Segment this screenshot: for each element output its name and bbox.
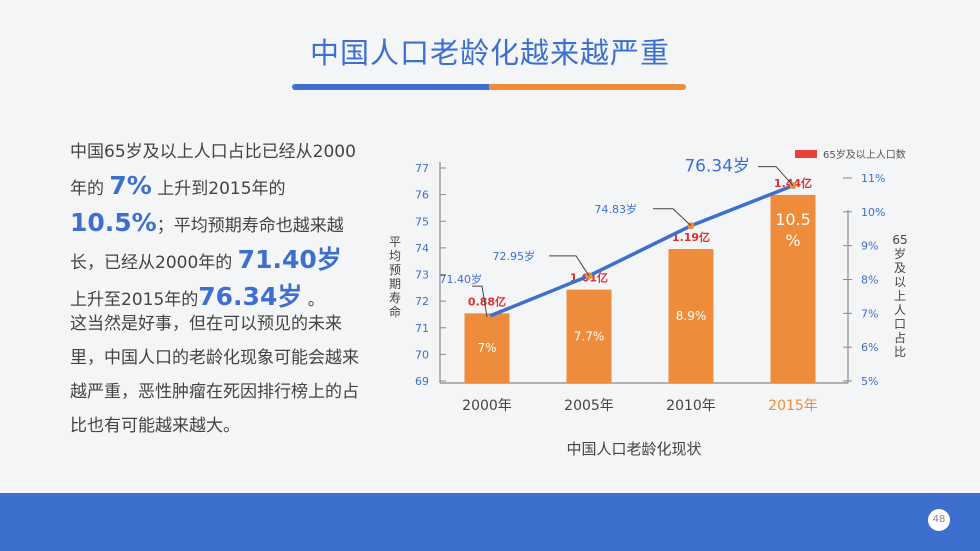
- left-tick-label: 72: [415, 295, 429, 308]
- line-label-callout: [653, 208, 692, 227]
- bar-2010年: [668, 249, 714, 383]
- left-tick-label: 71: [415, 322, 429, 335]
- left-tick-label: 77: [415, 162, 429, 175]
- bar-2015年: [770, 194, 816, 383]
- left-tick-label: 73: [415, 269, 429, 282]
- footer-bar: [0, 493, 980, 551]
- right-tick-label: 5%: [861, 375, 878, 388]
- left-tick-label: 70: [415, 348, 429, 361]
- left-axis-title-char: 寿: [389, 291, 401, 305]
- x-tick-label: 2010年: [666, 398, 716, 414]
- summary-text-4: 上升至2015年的: [70, 290, 199, 310]
- summary-text-1: 中国65岁及以上人口占比已经从2000年的: [70, 142, 356, 199]
- summary-text-3: ；平均预期寿命也越来越长，已经从2000年的: [70, 216, 344, 273]
- left-axis-title-char: 命: [389, 304, 401, 319]
- x-tick-label: 2005年: [564, 398, 614, 414]
- chart-caption: 中国人口老龄化现状: [566, 440, 701, 458]
- right-axis-title-char: 人: [894, 303, 906, 317]
- left-tick-label: 69: [415, 375, 429, 388]
- page-number: 48: [928, 509, 950, 531]
- aging-chart: 69 70 71 72 73 74 75 76 77 5% 6% 7% 8% 9% 10% 11% 平均预期寿命…: [389, 148, 908, 458]
- pct-2015: 10.5%: [70, 208, 157, 237]
- right-tick-label: 8%: [861, 274, 878, 287]
- right-axis-title-char: 岁: [894, 246, 906, 261]
- right-axis-title-char: 口: [894, 317, 906, 331]
- right-axis-title-char: 以: [894, 275, 906, 289]
- left-axis-title-char: 平: [389, 235, 401, 249]
- summary-paragraph: 中国65岁及以上人口占比已经从2000年的 7% 上升到2015年的 10.5%…: [70, 135, 360, 317]
- line-value-label: 72.95岁: [493, 249, 536, 263]
- bar-inner-label: %: [785, 231, 800, 250]
- life-expectancy-line: [486, 183, 794, 319]
- line-value-label: 74.83岁: [595, 202, 638, 216]
- line-label-callout: [758, 166, 794, 186]
- bar-inner-label: 8.9%: [676, 309, 707, 323]
- outlook-paragraph: 这当然是好事，但在可以预见的未来里，中国人口的老龄化现象可能会越来越严重，恶性肿…: [70, 314, 359, 436]
- bar-inner-label: 7%: [477, 341, 496, 355]
- left-tick-label: 74: [415, 242, 429, 255]
- summary-text-2: 上升到2015年的: [157, 179, 286, 199]
- right-tick-label: 11%: [861, 172, 885, 185]
- life-2015: 76.34岁: [198, 282, 303, 311]
- line-label-callout: [472, 285, 488, 318]
- title-underline: [292, 84, 686, 90]
- bar-top-label: 0.88亿: [468, 294, 506, 308]
- bar-inner-label: 10.5: [775, 210, 811, 229]
- right-axis-title-char: 占: [894, 330, 906, 345]
- right-axis-title-char: 及: [894, 261, 906, 275]
- x-tick-label: 2000年: [462, 398, 512, 414]
- line-value-label: 76.34岁: [684, 157, 750, 177]
- right-axis-title-char: 65: [892, 233, 907, 247]
- line-label-callout: [549, 255, 590, 277]
- bar-inner-label: 7.7%: [574, 329, 605, 343]
- legend-swatch: [795, 150, 817, 158]
- left-axis-title-char: 预: [389, 263, 401, 277]
- right-tick-label: 10%: [861, 206, 885, 219]
- left-axis-title-char: 期: [389, 277, 401, 291]
- left-tick-label: 76: [415, 189, 429, 202]
- right-tick-label: 9%: [861, 240, 878, 253]
- right-axis-title-char: 比: [894, 345, 906, 359]
- life-2000: 71.40岁: [237, 245, 342, 274]
- slide-title: 中国人口老龄化越来越严重: [309, 36, 670, 70]
- pct-2000: 7%: [109, 171, 152, 200]
- right-axis-title-char: 上: [894, 289, 906, 303]
- line-value-label: 71.40岁: [440, 272, 483, 286]
- bar-top-label: 1.19亿: [672, 230, 710, 244]
- legend-label: 65岁及以上人口数: [823, 148, 906, 161]
- left-axis-title-char: 均: [389, 249, 401, 263]
- right-tick-label: 6%: [861, 341, 878, 354]
- right-tick-label: 7%: [861, 307, 878, 320]
- bar-2005年: [566, 289, 612, 383]
- x-tick-label: 2015年: [768, 398, 818, 414]
- summary-text-5: 。: [307, 290, 325, 310]
- left-tick-label: 75: [415, 215, 429, 228]
- bar-2000年: [464, 313, 510, 383]
